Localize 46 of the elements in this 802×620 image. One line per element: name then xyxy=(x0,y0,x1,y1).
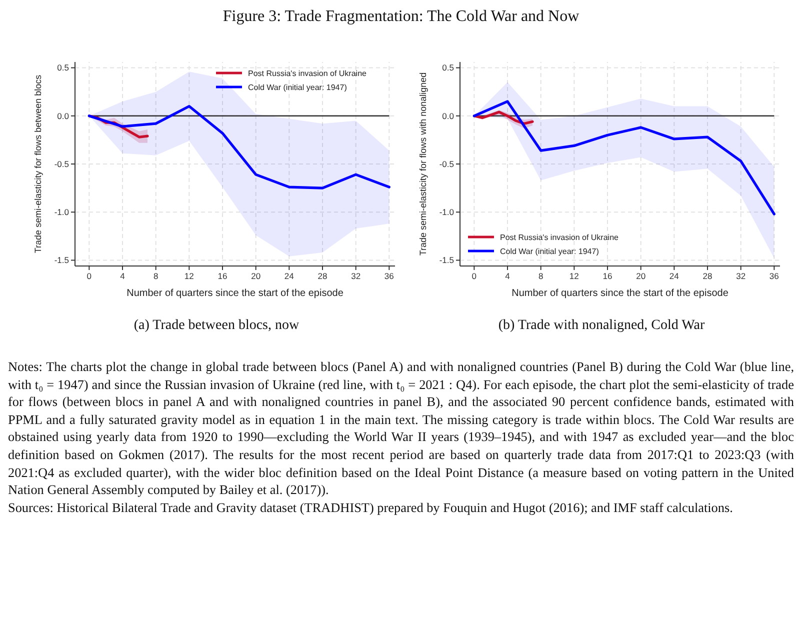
legend-label: Cold War (initial year: 1947) xyxy=(500,246,599,256)
legend-label: Post Russia's invasion of Ukraine xyxy=(248,68,367,78)
x-tick-label: 4 xyxy=(120,271,125,281)
y-tick-label: -0.5 xyxy=(54,158,69,169)
x-tick-label: 12 xyxy=(184,271,194,281)
x-tick-label: 28 xyxy=(702,271,712,281)
x-axis-title: Number of quarters since the start of the episode xyxy=(511,288,728,299)
x-axis-title: Number of quarters since the start of the episode xyxy=(126,288,344,299)
x-tick-label: 8 xyxy=(152,271,158,281)
x-tick-label: 0 xyxy=(471,271,476,281)
x-tick-label: 28 xyxy=(317,271,327,281)
y-axis-title: Trade semi-elasticity for flows with nonaligned xyxy=(418,72,428,256)
x-tick-label: 32 xyxy=(350,271,360,281)
text: (a) Trade between blocs, now xyxy=(132,318,300,334)
x-tick-label: 24 xyxy=(284,271,294,281)
legend-label: Cold War (initial year: 1947) xyxy=(248,82,347,92)
y-tick-label: -1.5 xyxy=(438,255,454,266)
x-tick-label: 32 xyxy=(736,271,746,281)
y-tick-label: -0.5 xyxy=(438,158,454,169)
x-tick-label: 0 xyxy=(86,271,92,281)
line-series xyxy=(472,110,534,125)
legend-label: Post Russia's invasion of Ukraine xyxy=(500,232,619,242)
source-note: Sources: Historical Bilateral Trade and Gravity dataset (TRADHIST) prepared by Fouquin and Hugot (2016); and IMF staff calculations. xyxy=(8,498,734,516)
x-tick-label: 20 xyxy=(250,271,260,281)
x-tick-label: 36 xyxy=(768,271,779,281)
y-tick-label: -1.0 xyxy=(54,207,69,218)
line-series xyxy=(87,104,390,190)
text: Notes: The charts plot the change in global trade between blocs (Panel A) and with nonaligned countries (Panel B) during the Cold War (blue line, with t₀ = 1947) and since the Russian invasion of Ukraine (red line, with t₀ = 2021 : Q4). For each episode, the chart plot the semi-elasticity of trade for flows (between blocs in panel A and with nonaligned countries in panel B), and the associated 90 percent confidence bands, estimated with PPML and a fully saturated gravity model as in equation 1 in the main text. The missing category is trade within blocs. The Cold War results are obstained using yearly data from 1920 to 1990—excluding the World War II years (1939–1945), and with 1947 as excluded year—and the bloc definition based on Gokmen (2017). The results for the most recent period are based on quarterly trade data from 2017:Q1 to 2023:Q3 (with 2021:Q4 as excluded quarter), with the wider bloc definition based on the Ideal Point Distance (a measure based on voting pattern in the United Nation General Assembly computed by Bailey et al. (2017)). xyxy=(8,358,794,499)
line-series xyxy=(472,100,775,216)
y-tick-label: -1.5 xyxy=(54,255,69,266)
x-tick-label: 36 xyxy=(384,271,394,281)
x-tick-label: 20 xyxy=(636,271,646,281)
y-tick-label: 0.5 xyxy=(56,62,69,73)
x-tick-label: 16 xyxy=(602,271,612,281)
x-tick-label: 8 xyxy=(538,271,543,281)
y-tick-label: -1.0 xyxy=(438,207,454,218)
x-tick-label: 24 xyxy=(668,271,679,281)
text: (b) Trade with nonaligned, Cold War xyxy=(497,318,706,334)
y-tick-label: 0.5 xyxy=(442,62,454,73)
y-axis-title: Trade semi-elasticity for flows between blocs xyxy=(32,74,42,254)
x-tick-label: 4 xyxy=(504,271,510,281)
y-tick-label: 0.0 xyxy=(56,110,69,121)
x-tick-label: 16 xyxy=(217,271,227,281)
chart-title: Figure 3: Trade Fragmentation: The Cold War and Now xyxy=(222,8,580,26)
x-tick-label: 12 xyxy=(568,271,579,281)
y-tick-label: 0.0 xyxy=(442,110,454,121)
